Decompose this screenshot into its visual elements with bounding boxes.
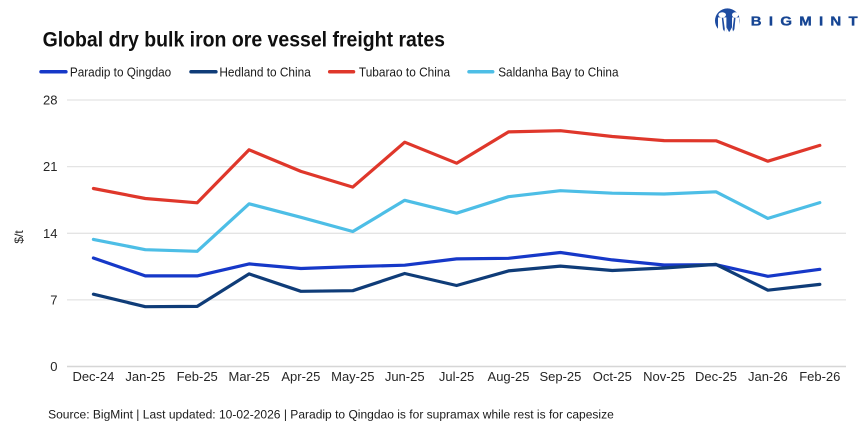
svg-text:21: 21 xyxy=(43,159,57,174)
svg-text:Feb-26: Feb-26 xyxy=(799,369,840,384)
svg-text:Source: BigMint | Last updated: Source: BigMint | Last updated: 10-02-20… xyxy=(48,408,614,422)
svg-text:Dec-24: Dec-24 xyxy=(72,369,114,384)
svg-text:Mar-25: Mar-25 xyxy=(229,369,270,384)
svg-text:7: 7 xyxy=(50,292,57,307)
svg-text:28: 28 xyxy=(43,93,57,108)
svg-text:Dec-25: Dec-25 xyxy=(695,369,737,384)
svg-text:Aug-25: Aug-25 xyxy=(488,369,530,384)
svg-text:$/t: $/t xyxy=(12,230,26,244)
svg-text:Apr-25: Apr-25 xyxy=(281,369,320,384)
svg-text:Nov-25: Nov-25 xyxy=(643,369,685,384)
svg-text:Global dry bulk iron ore vesse: Global dry bulk iron ore vessel freight … xyxy=(43,28,445,52)
svg-text:14: 14 xyxy=(43,226,57,241)
svg-text:Feb-25: Feb-25 xyxy=(177,369,218,384)
svg-text:May-25: May-25 xyxy=(331,369,374,384)
svg-text:Jul-25: Jul-25 xyxy=(439,369,474,384)
svg-text:Tubarao to China: Tubarao to China xyxy=(359,64,451,79)
svg-text:Sep-25: Sep-25 xyxy=(539,369,581,384)
svg-text:Jan-26: Jan-26 xyxy=(748,369,788,384)
svg-text:0: 0 xyxy=(50,359,57,374)
svg-text:Jan-25: Jan-25 xyxy=(125,369,165,384)
svg-text:Saldanha Bay to China: Saldanha Bay to China xyxy=(498,64,619,79)
svg-text:Oct-25: Oct-25 xyxy=(593,369,632,384)
svg-text:Paradip to Qingdao: Paradip to Qingdao xyxy=(70,64,171,79)
svg-text:Jun-25: Jun-25 xyxy=(385,369,425,384)
svg-text:Hedland to China: Hedland to China xyxy=(219,64,311,79)
